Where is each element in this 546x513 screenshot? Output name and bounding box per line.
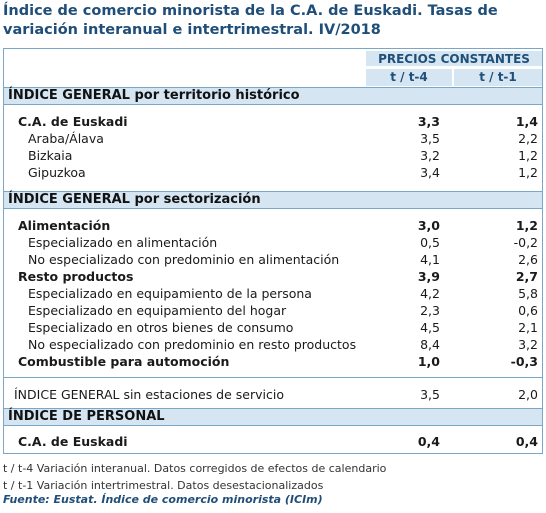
- table-row: Resto productos 3,9 2,7: [4, 268, 542, 285]
- row-value-quarterly: 2,6: [518, 252, 538, 267]
- row-value-quarterly: -0,3: [510, 354, 538, 369]
- row-label: Alimentación: [18, 218, 111, 233]
- row-value-interannual: 3,3: [417, 114, 440, 129]
- header-col-interannual: t / t-4: [366, 69, 452, 86]
- table-row: Combustible para automoción 1,0 -0,3: [4, 353, 542, 370]
- table-row: Gipuzkoa 3,4 1,2: [4, 164, 542, 181]
- table-row: ÍNDICE GENERAL sin estaciones de servici…: [4, 386, 542, 403]
- row-value-interannual: 1,0: [417, 354, 440, 369]
- row-value-interannual: 3,0: [417, 218, 440, 233]
- row-value-quarterly: 0,6: [518, 303, 538, 318]
- section-territorio: ÍNDICE GENERAL por territorio histórico: [4, 87, 542, 105]
- header-group: PRECIOS CONSTANTES: [366, 51, 542, 68]
- section-personal: ÍNDICE DE PERSONAL: [4, 408, 542, 426]
- row-label: C.A. de Euskadi: [18, 434, 128, 449]
- row-value-quarterly: 1,4: [515, 114, 538, 129]
- row-value-interannual: 0,5: [420, 235, 440, 250]
- table-row: Araba/Álava 3,5 2,2: [4, 130, 542, 147]
- row-value-quarterly: -0,2: [513, 235, 538, 250]
- table-title: Índice de comercio minorista de la C.A. …: [3, 3, 498, 38]
- row-value-quarterly: 1,2: [518, 148, 538, 163]
- row-value-quarterly: 2,1: [518, 320, 538, 335]
- row-value-quarterly: 2,7: [515, 269, 538, 284]
- table-row: Especializado en equipamiento del hogar …: [4, 302, 542, 319]
- table-row: No especializado con predominio en alime…: [4, 251, 542, 268]
- row-label: Combustible para automoción: [18, 354, 230, 369]
- divider: [4, 377, 542, 378]
- row-value-interannual: 4,2: [420, 286, 440, 301]
- row-value-quarterly: 5,8: [518, 286, 538, 301]
- row-label: Gipuzkoa: [28, 165, 86, 180]
- footnote: t / t-4 Variación interanual. Datos corr…: [3, 462, 387, 475]
- row-value-interannual: 3,2: [420, 148, 440, 163]
- table-row: Alimentación 3,0 1,2: [4, 217, 542, 234]
- row-label: Especializado en alimentación: [28, 235, 218, 250]
- row-value-interannual: 3,5: [420, 131, 440, 146]
- row-label: Especializado en otros bienes de consumo: [28, 320, 294, 335]
- row-value-quarterly: 2,0: [518, 387, 538, 402]
- row-label: Resto productos: [18, 269, 134, 284]
- header-col-quarterly: t / t-1: [454, 69, 542, 86]
- row-value-interannual: 3,9: [417, 269, 440, 284]
- row-value-quarterly: 3,2: [518, 337, 538, 352]
- row-value-quarterly: 0,4: [515, 434, 538, 449]
- row-value-interannual: 3,5: [420, 387, 440, 402]
- row-value-interannual: 0,4: [417, 434, 440, 449]
- row-value-interannual: 3,4: [420, 165, 440, 180]
- table-row: Especializado en equipamiento de la pers…: [4, 285, 542, 302]
- row-value-quarterly: 2,2: [518, 131, 538, 146]
- row-label: Especializado en equipamiento de la pers…: [28, 286, 312, 301]
- table-row: Especializado en alimentación 0,5 -0,2: [4, 234, 542, 251]
- row-label: No especializado con predominio en resto…: [28, 337, 357, 352]
- table-row: Bizkaia 3,2 1,2: [4, 147, 542, 164]
- row-value-quarterly: 1,2: [515, 218, 538, 233]
- row-value-interannual: 4,5: [420, 320, 440, 335]
- table-row: C.A. de Euskadi 3,3 1,4: [4, 113, 542, 130]
- row-label: Araba/Álava: [28, 131, 104, 146]
- row-label: ÍNDICE GENERAL sin estaciones de servici…: [14, 387, 284, 402]
- table-row: Especializado en otros bienes de consumo…: [4, 319, 542, 336]
- footnotes: t / t-4 Variación interanual. Datos corr…: [3, 460, 386, 494]
- row-label: C.A. de Euskadi: [18, 114, 128, 129]
- row-value-quarterly: 1,2: [518, 165, 538, 180]
- source-note: Fuente: Eustat. Índice de comercio minor…: [3, 493, 323, 506]
- row-value-interannual: 4,1: [420, 252, 440, 267]
- data-table: PRECIOS CONSTANTES t / t-4 t / t-1 ÍNDIC…: [3, 48, 543, 454]
- footnote: t / t-1 Variación intertrimestral. Datos…: [3, 479, 324, 492]
- row-label: Especializado en equipamiento del hogar: [28, 303, 287, 318]
- row-value-interannual: 2,3: [420, 303, 440, 318]
- table-row: No especializado con predominio en resto…: [4, 336, 542, 353]
- row-value-interannual: 8,4: [420, 337, 440, 352]
- row-label: Bizkaia: [28, 148, 73, 163]
- table-row: C.A. de Euskadi 0,4 0,4: [4, 433, 542, 450]
- row-label: No especializado con predominio en alime…: [28, 252, 340, 267]
- section-sectorizacion: ÍNDICE GENERAL por sectorización: [4, 191, 542, 209]
